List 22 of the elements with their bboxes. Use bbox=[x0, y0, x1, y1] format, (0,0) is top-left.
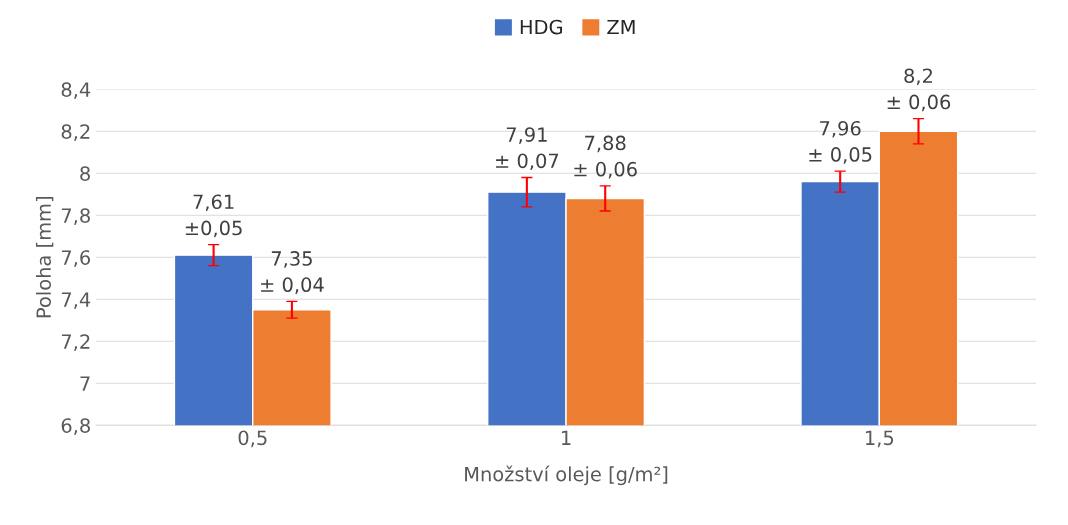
y-tick-label: 8 bbox=[80, 166, 90, 181]
y-tick-label: 7,4 bbox=[61, 292, 91, 309]
data-label: 7,61 ±0,05 bbox=[185, 194, 242, 238]
data-label: 7,91 ± 0,07 bbox=[496, 127, 559, 171]
y-tick-label: 7 bbox=[80, 376, 90, 391]
legend-label: ZM bbox=[607, 19, 635, 35]
x-tick-label: 1,5 bbox=[865, 430, 894, 448]
y-tick-label: 7,8 bbox=[61, 208, 90, 225]
data-label: 7,88 ± 0,06 bbox=[574, 135, 637, 179]
x-tick-label: 0,5 bbox=[238, 430, 267, 448]
legend-label: HDG bbox=[520, 19, 562, 35]
y-tick-label: 6,8 bbox=[61, 418, 90, 435]
x-tick-label: 1 bbox=[561, 430, 571, 445]
data-label: 7,35 ± 0,04 bbox=[261, 251, 324, 295]
x-axis-title: Množství oleje [g/m²] bbox=[465, 465, 668, 486]
y-tick-label: 7,6 bbox=[61, 250, 91, 267]
y-tick-label: 8,2 bbox=[61, 124, 90, 141]
data-label: 7,96 ± 0,05 bbox=[809, 120, 872, 164]
y-tick-label: 8,4 bbox=[61, 82, 91, 99]
y-axis-title: Poloha [mm] bbox=[35, 197, 54, 318]
y-tick-label: 7,2 bbox=[61, 334, 90, 351]
data-label: 8,2 ± 0,06 bbox=[887, 68, 951, 112]
